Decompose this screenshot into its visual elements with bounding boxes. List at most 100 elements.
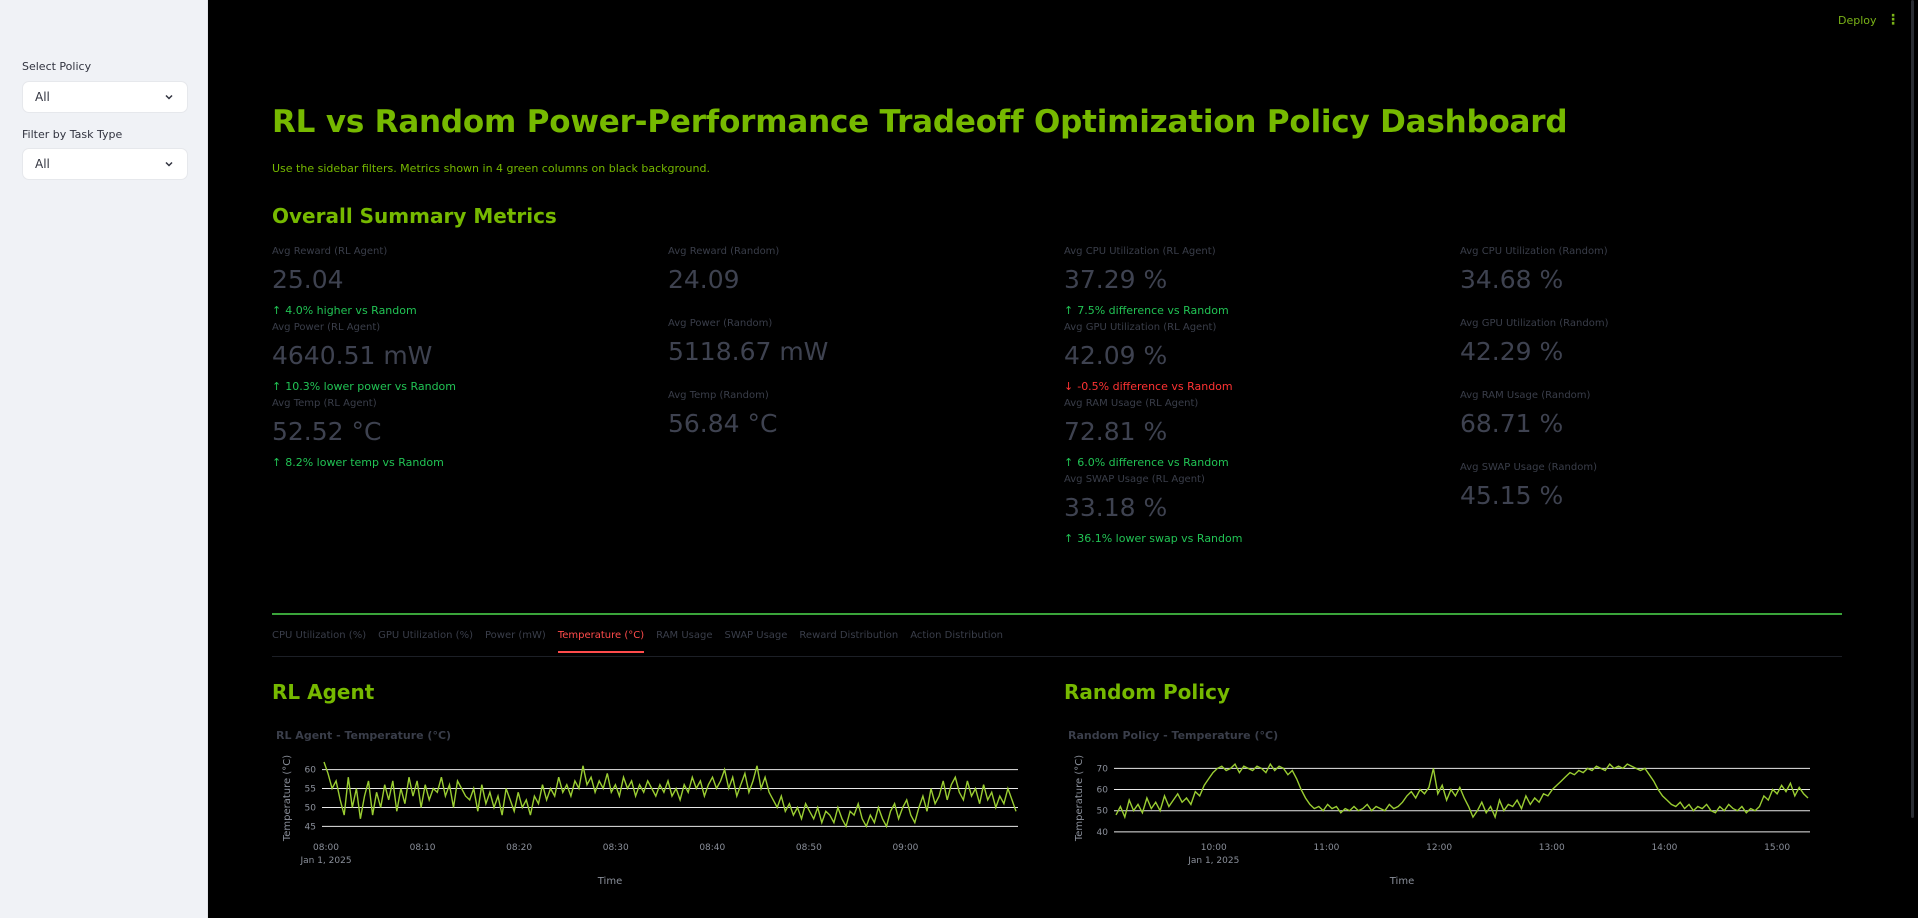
deploy-button[interactable]: Deploy bbox=[1838, 14, 1877, 27]
metric-value: 34.68 % bbox=[1460, 265, 1564, 294]
metric-label: Avg GPU Utilization (Random) bbox=[1460, 318, 1609, 329]
metric-delta-text: -0.5% difference vs Random bbox=[1077, 380, 1233, 393]
rl-y-axis-title: Temperature (°C) bbox=[282, 755, 293, 842]
metrics-column-random-util: Avg CPU Utilization (Random) 34.68 % Avg… bbox=[1460, 246, 1840, 516]
arrow-up-icon: ↑ bbox=[272, 380, 282, 393]
random-x-tick-label: 13:00 bbox=[1539, 843, 1565, 853]
random-x-tick-label: 10:00 bbox=[1201, 843, 1227, 853]
scrollbar[interactable] bbox=[1910, 0, 1916, 818]
select-policy-label: Select Policy bbox=[22, 60, 92, 73]
metric-avg-gpu-rl: Avg GPU Utilization (RL Agent) 42.09 % ↓… bbox=[1064, 322, 1444, 398]
arrow-up-icon: ↑ bbox=[1064, 532, 1074, 545]
metric-avg-reward-random: Avg Reward (Random) 24.09 bbox=[668, 246, 1048, 318]
metric-label: Avg SWAP Usage (Random) bbox=[1460, 462, 1597, 473]
rl-temperature-chart: 45 50 55 60 08:00 08:10 08:20 08:30 08:40 08:50 09… bbox=[282, 755, 1018, 887]
random-x-tick-label: 15:00 bbox=[1764, 843, 1790, 853]
rl-y-tick-label: 60 bbox=[305, 766, 317, 776]
metric-avg-temp-random: Avg Temp (Random) 56.84 °C bbox=[668, 390, 1048, 444]
rl-x-tick-label: 08:30 bbox=[603, 843, 629, 853]
rl-y-tick-label: 50 bbox=[305, 803, 317, 813]
metric-delta-text: 7.5% difference vs Random bbox=[1077, 304, 1229, 317]
metric-label: Avg Reward (RL Agent) bbox=[272, 246, 388, 257]
metric-label: Avg Temp (RL Agent) bbox=[272, 398, 377, 409]
metric-value: 37.29 % bbox=[1064, 265, 1168, 294]
tab-cpu-utilization[interactable]: CPU Utilization (%) bbox=[272, 630, 367, 641]
random-y-tick-label: 40 bbox=[1097, 828, 1109, 838]
select-policy-value: All bbox=[35, 90, 50, 104]
metric-delta: ↓ -0.5% difference vs Random bbox=[1064, 376, 1444, 398]
tab-reward-distribution[interactable]: Reward Distribution bbox=[799, 630, 899, 641]
rl-agent-heading: RL Agent bbox=[272, 680, 375, 704]
metric-avg-swap-random: Avg SWAP Usage (Random) 45.15 % bbox=[1460, 462, 1840, 516]
metric-delta: ↑ 8.2% lower temp vs Random bbox=[272, 452, 652, 474]
select-policy-dropdown[interactable]: All bbox=[22, 81, 188, 113]
metric-delta-text: 6.0% difference vs Random bbox=[1077, 456, 1229, 469]
tab-ram-usage[interactable]: RAM Usage bbox=[656, 630, 713, 641]
chart-tabs: CPU Utilization (%) GPU Utilization (%) … bbox=[272, 630, 1003, 653]
metric-label: Avg RAM Usage (Random) bbox=[1460, 390, 1591, 401]
sidebar: Select Policy All Filter by Task Type Al… bbox=[0, 0, 208, 918]
metric-delta: ↑ 6.0% difference vs Random bbox=[1064, 452, 1444, 474]
tab-underline bbox=[272, 656, 1842, 657]
metric-value: 72.81 % bbox=[1064, 417, 1168, 446]
metrics-column-rl-util: Avg CPU Utilization (RL Agent) 37.29 % ↑… bbox=[1064, 246, 1444, 550]
metric-avg-swap-rl: Avg SWAP Usage (RL Agent) 33.18 % ↑ 36.1%… bbox=[1064, 474, 1444, 550]
metric-delta-text: 4.0% higher vs Random bbox=[285, 304, 417, 317]
task-type-dropdown[interactable]: All bbox=[22, 148, 188, 180]
metric-label: Avg Power (Random) bbox=[668, 318, 773, 329]
metric-label: Avg Reward (Random) bbox=[668, 246, 780, 257]
rl-x-tick-label: 08:00 bbox=[313, 843, 339, 853]
metric-value: 24.09 bbox=[668, 265, 740, 294]
summary-heading: Overall Summary Metrics bbox=[272, 204, 557, 228]
rl-y-tick-label: 45 bbox=[305, 822, 316, 832]
random-y-tick-label: 70 bbox=[1097, 764, 1109, 774]
tab-action-distribution[interactable]: Action Distribution bbox=[910, 630, 1004, 641]
metric-value: 5118.67 mW bbox=[668, 337, 829, 366]
tab-temperature[interactable]: Temperature (°C) bbox=[557, 630, 645, 653]
rl-temperature-series-line bbox=[323, 761, 1017, 829]
metric-label: Avg Temp (Random) bbox=[668, 390, 769, 401]
chevron-down-icon bbox=[165, 94, 173, 100]
random-x-date-label: Jan 1, 2025 bbox=[1187, 856, 1239, 866]
metric-delta: ↑ 4.0% higher vs Random bbox=[272, 300, 652, 322]
random-y-axis-title: Temperature (°C) bbox=[1074, 755, 1085, 842]
metric-label: Avg GPU Utilization (RL Agent) bbox=[1064, 322, 1217, 333]
main-menu-icon[interactable]: ⋮ bbox=[1886, 12, 1900, 28]
metric-avg-power-random: Avg Power (Random) 5118.67 mW bbox=[668, 318, 1048, 390]
rl-x-date-label: Jan 1, 2025 bbox=[299, 856, 351, 866]
arrow-up-icon: ↑ bbox=[272, 304, 282, 317]
task-type-label: Filter by Task Type bbox=[22, 128, 123, 141]
metric-value: 33.18 % bbox=[1064, 493, 1168, 522]
rl-y-tick-label: 55 bbox=[305, 785, 316, 795]
metric-delta-text: 10.3% lower power vs Random bbox=[285, 380, 457, 393]
metric-value: 56.84 °C bbox=[668, 409, 778, 438]
metric-delta: ↑ 36.1% lower swap vs Random bbox=[1064, 528, 1444, 550]
metric-delta: ↑ 7.5% difference vs Random bbox=[1064, 300, 1444, 322]
metric-label: Avg CPU Utilization (RL Agent) bbox=[1064, 246, 1216, 257]
metric-value: 4640.51 mW bbox=[272, 341, 433, 370]
rl-x-axis-title: Time bbox=[597, 876, 622, 887]
random-x-tick-label: 12:00 bbox=[1426, 843, 1452, 853]
tab-power[interactable]: Power (mW) bbox=[484, 630, 546, 641]
rl-x-tick-label: 08:10 bbox=[410, 843, 436, 853]
metric-delta-text: 36.1% lower swap vs Random bbox=[1077, 532, 1243, 545]
metric-value: 52.52 °C bbox=[272, 417, 382, 446]
metric-avg-reward-rl: Avg Reward (RL Agent) 25.04 ↑ 4.0% higher… bbox=[272, 246, 652, 322]
metric-value: 45.15 % bbox=[1460, 481, 1564, 510]
tab-gpu-utilization[interactable]: GPU Utilization (%) bbox=[378, 630, 473, 641]
arrow-up-icon: ↑ bbox=[272, 456, 282, 469]
metrics-column-random: Avg Reward (Random) 24.09 Avg Power (Ran… bbox=[668, 246, 1048, 444]
metric-avg-ram-random: Avg RAM Usage (Random) 68.71 % bbox=[1460, 390, 1840, 462]
metric-value: 68.71 % bbox=[1460, 409, 1564, 438]
arrow-down-icon: ↓ bbox=[1064, 380, 1074, 393]
rl-x-tick-label: 08:40 bbox=[699, 843, 725, 853]
metric-value: 42.29 % bbox=[1460, 337, 1564, 366]
metric-avg-power-rl: Avg Power (RL Agent) 4640.51 mW ↑ 10.3% l… bbox=[272, 322, 652, 398]
random-x-tick-label: 14:00 bbox=[1651, 843, 1677, 853]
rl-chart-title: RL Agent - Temperature (°C) bbox=[276, 729, 452, 742]
random-chart-title: Random Policy - Temperature (°C) bbox=[1068, 729, 1279, 742]
tab-swap-usage[interactable]: SWAP Usage bbox=[724, 630, 788, 641]
random-x-axis-title: Time bbox=[1389, 876, 1414, 887]
random-x-tick-label: 11:00 bbox=[1313, 843, 1339, 853]
